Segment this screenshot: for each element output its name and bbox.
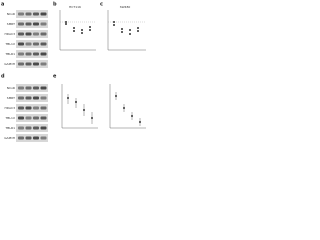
band [18,126,24,130]
blot-strip [16,124,48,132]
row-label: GAPDH [4,136,15,140]
blot-strip [16,104,48,112]
band [25,62,32,66]
band [18,22,24,26]
row-label: SMRT [7,22,15,26]
band [40,136,47,140]
blot-strip [16,84,48,92]
panel-letter: b [53,2,57,8]
band [25,136,32,140]
band [40,62,47,66]
band [25,96,32,100]
band [25,52,32,56]
band [18,106,24,110]
row-label: TBL1X [4,42,15,46]
band [18,32,24,36]
figure: a b c d e HCT116 SW480 NCoR SMRT HDAC3 TBL1… [1,2,146,142]
band [33,96,39,100]
plot-c [107,10,146,51]
row-label: NCoR [7,86,15,90]
blot-strip [16,10,48,18]
band [40,116,47,120]
row-label: TBLR1 [4,126,15,130]
blot-strip [16,20,48,28]
band [18,116,24,120]
row-label: SMRT [7,96,15,100]
band [25,126,32,130]
row-label: HDAC3 [4,106,15,110]
band [18,62,24,66]
plot-b [59,10,96,51]
band [40,22,47,26]
panel-letter: e [53,74,57,80]
blot-strip [16,114,48,122]
blot-strip [16,60,48,68]
band [33,136,39,140]
band [33,116,39,120]
band [25,106,32,110]
row-label: TBL1X [4,116,15,120]
band [18,42,24,46]
band [40,32,47,36]
band [33,32,39,36]
band [33,42,39,46]
plot-e [61,84,146,129]
band [40,42,47,46]
row-label: TBLR1 [4,52,15,56]
band [33,106,39,110]
band [25,116,32,120]
blot-strip [16,40,48,48]
row-label: NCoR [7,12,15,16]
band [40,12,47,16]
panel-title: HCT116 [69,5,81,9]
panel-title: SW480 [120,5,131,9]
panel-letter: d [1,74,5,80]
band [33,86,39,90]
row-label: HDAC3 [4,32,15,36]
band [40,106,47,110]
band [33,22,39,26]
band [18,136,24,140]
blot-strip [16,30,48,38]
row-label: GAPDH [4,62,15,66]
blot-strip [16,50,48,58]
panel-letter: c [100,2,103,8]
blot-strip [16,94,48,102]
band [25,42,32,46]
band [33,126,39,130]
band [40,126,47,130]
band [18,96,24,100]
panel-letter: a [1,2,4,8]
band [40,96,47,100]
band [33,12,39,16]
blot-strip [16,134,48,142]
band [40,86,47,90]
band [25,22,32,26]
band [25,86,32,90]
band [33,62,39,66]
band [33,52,39,56]
band [25,12,32,16]
band [25,32,32,36]
band [40,52,47,56]
band [18,12,24,16]
band [18,52,24,56]
band [18,86,24,90]
